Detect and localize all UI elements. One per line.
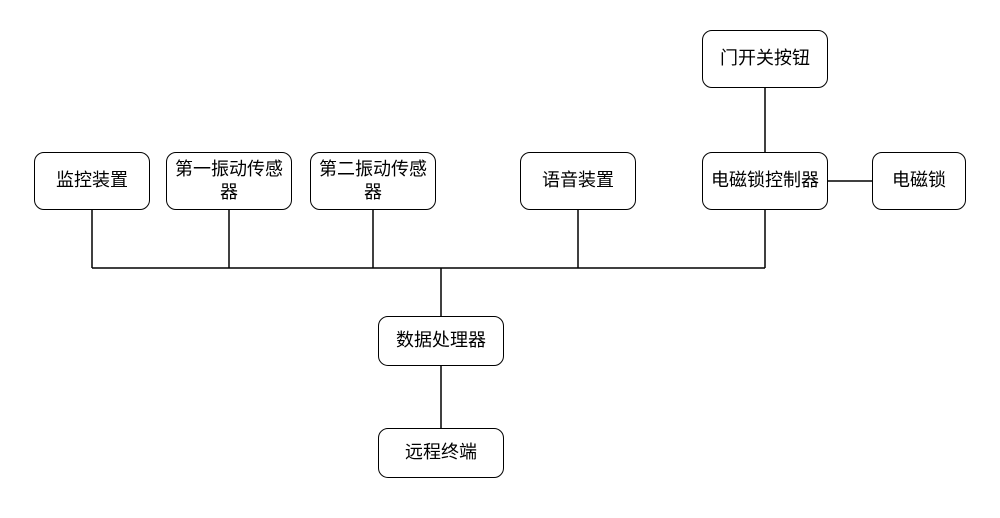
node-voice: 语音装置 [520,152,636,210]
node-label: 语音装置 [542,169,614,192]
node-label: 远程终端 [405,441,477,464]
node-processor: 数据处理器 [378,316,504,366]
node-monitor: 监控装置 [34,152,150,210]
node-vib2: 第二振动传感器 [310,152,436,210]
node-terminal: 远程终端 [378,428,504,478]
node-label: 第二振动传感器 [315,158,431,205]
node-label: 第一振动传感器 [171,158,287,205]
node-vib1: 第一振动传感器 [166,152,292,210]
node-label: 电磁锁 [892,169,946,192]
node-label: 数据处理器 [396,329,486,352]
node-label: 门开关按钮 [720,47,810,70]
node-em_controller: 电磁锁控制器 [702,152,828,210]
node-door_switch: 门开关按钮 [702,30,828,88]
node-label: 监控装置 [56,169,128,192]
node-em_lock: 电磁锁 [872,152,966,210]
node-label: 电磁锁控制器 [711,169,819,192]
